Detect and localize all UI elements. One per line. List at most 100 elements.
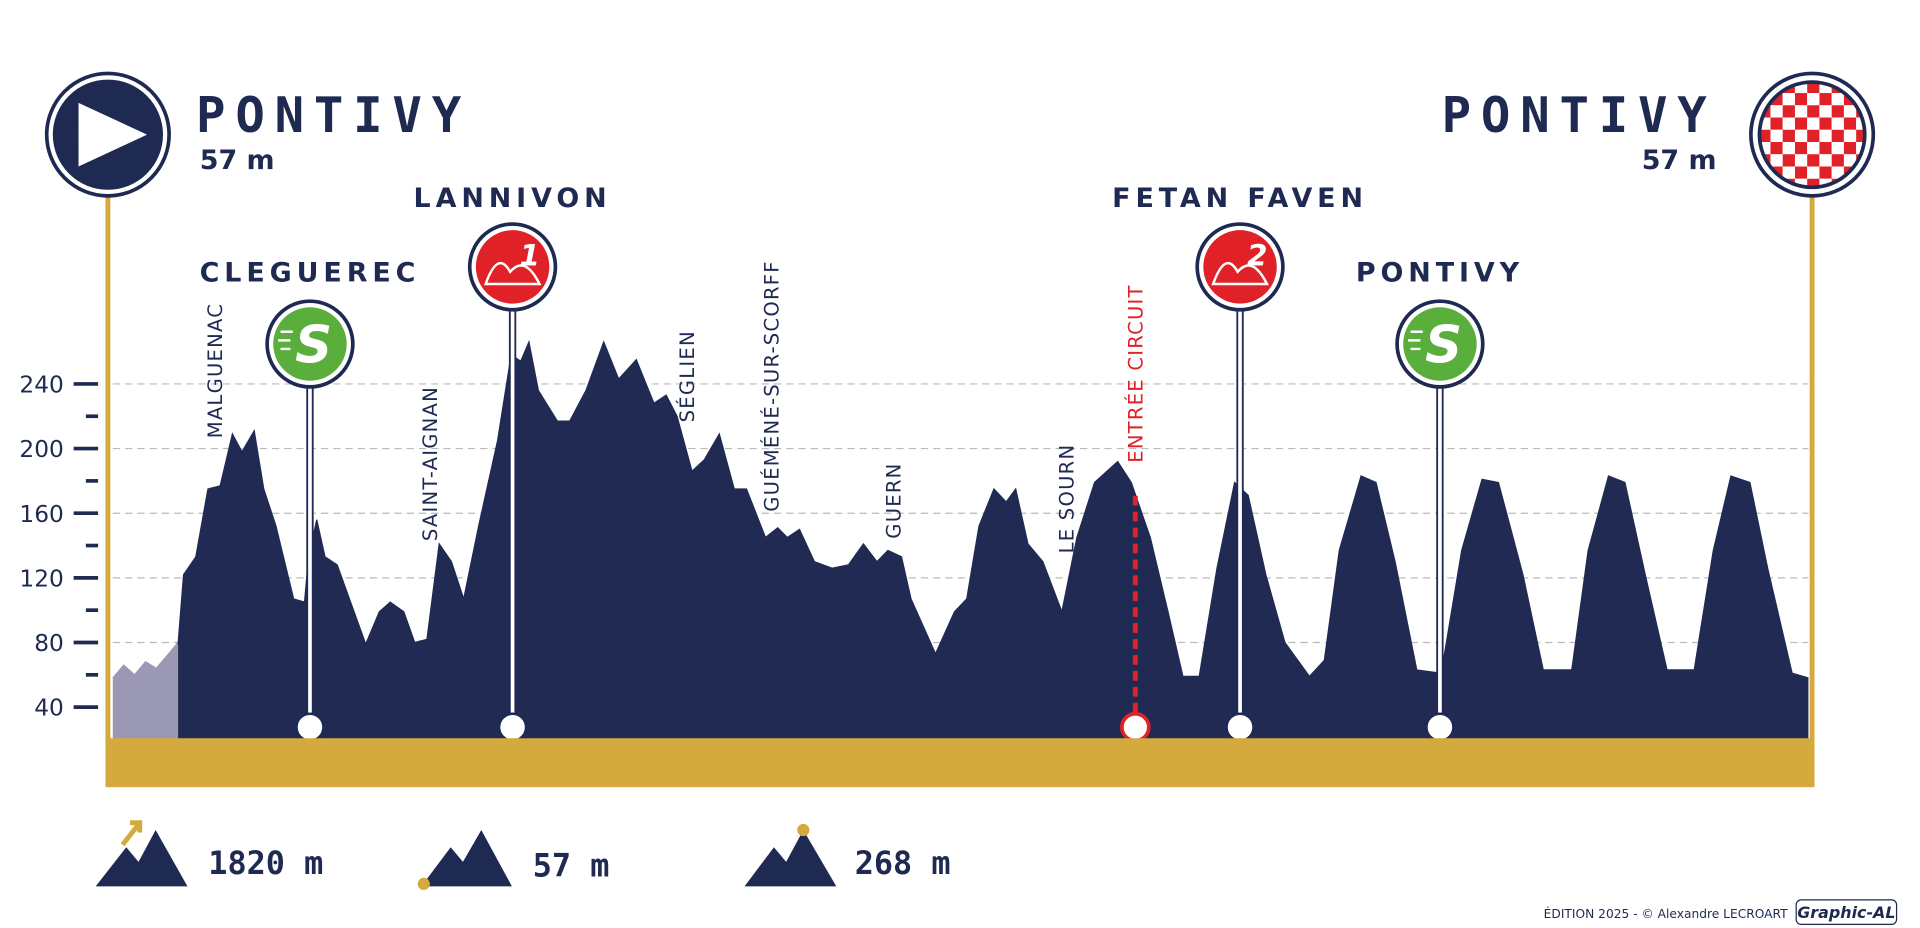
flag-square [1819,129,1832,143]
flag-square [1794,178,1808,187]
min-altitude: 57 m [533,847,610,885]
flag-square [1856,129,1864,143]
flag-square [1807,142,1820,155]
flag-square [1782,93,1795,106]
marker-head [1203,230,1277,304]
y-tick-label: 240 [19,372,63,399]
min-icon [421,830,512,887]
start-arrow [78,102,148,167]
flag-square [1856,178,1864,187]
marker-label: S [295,315,332,375]
flag-square [1782,105,1795,118]
flag-square [1831,93,1844,106]
marker-point [1225,712,1255,742]
flag-square [1843,142,1857,155]
flag-square [1843,154,1857,167]
place-label: LE SOURN [1055,444,1078,554]
flag-square [1831,166,1844,179]
circuit-label: ENTRÉE CIRCUIT [1125,284,1148,462]
y-tick-label: 80 [34,630,64,657]
kom-mountain [1211,261,1269,286]
flag-square [1794,154,1808,167]
flag-square [1856,83,1864,94]
flag-square [1794,83,1808,94]
flag-square [1819,93,1832,106]
elevation-profile [177,339,1809,679]
flag-square [1831,105,1844,118]
marker-label: 1 [519,239,539,273]
flag-square [1807,93,1820,106]
y-tick-label: 120 [19,565,63,592]
flag-square [1807,117,1820,130]
place-label: MALGUENAC [204,303,227,438]
flag-square [1819,117,1832,130]
start-altitude: 57 m [200,145,275,176]
flag-square [1807,178,1820,187]
marker-name: PONTIVY [1356,258,1524,289]
flag-square [1794,129,1808,143]
elevation-profile-fill [178,341,1809,740]
flag-square [1770,129,1783,143]
flag-square [1843,117,1857,130]
flag-square [1794,117,1808,130]
kom-mountain [483,261,542,286]
start-name: PONTIVY [196,87,471,144]
place-label: SAINT-AIGNAN [419,386,442,541]
total-climb: 1820 m [208,844,323,882]
flag-square [1807,166,1820,179]
marker-name: LANNIVON [414,183,612,214]
marker-point [497,712,528,742]
y-tick-label: 40 [34,695,64,722]
flag-square [1843,105,1857,118]
finish-name: PONTIVY [1442,87,1717,144]
flag-square [1770,105,1783,118]
place-label: GUÉMÉNÉ-SUR-SCORFF [760,260,783,512]
marker-point [295,712,325,742]
flag-square [1794,93,1808,106]
flag-square [1782,166,1795,179]
flag-square [1819,83,1832,94]
flag-square [1760,178,1771,187]
flag-square [1831,117,1844,130]
place-label: SÉGLIEN [676,330,699,422]
flag-square [1760,142,1771,155]
flag-square [1819,166,1832,179]
y-tick-label: 200 [19,436,63,463]
flag-square [1794,142,1808,155]
climb-icon [95,830,188,887]
flag-square [1782,117,1795,130]
flag-square [1807,129,1820,143]
flag-square [1770,117,1783,130]
flag-square [1819,178,1832,187]
flag-square [1831,129,1844,143]
max-dot [797,823,810,837]
plot: 4080120160200240010203040506070809010011… [19,183,1845,782]
finish-altitude: 57 m [1642,145,1717,176]
speed-lines [1408,330,1423,351]
brand: Graphic-AL [1797,903,1895,922]
flag-square [1807,154,1820,167]
min-dot [417,877,430,891]
neutral-profile [112,642,179,679]
marker-name: CLEGUEREC [200,258,421,289]
distance-band [105,738,1815,788]
flag-square [1819,142,1832,155]
flag-square [1819,105,1832,118]
flag-square [1770,142,1783,155]
flag-square [1782,129,1795,143]
flag-square [1831,142,1844,155]
marker-label: 2 [1247,239,1267,273]
y-tick-label: 160 [19,501,63,528]
max-altitude: 268 m [855,844,951,882]
marker-head [273,307,347,381]
flag-square [1782,154,1795,167]
flag-square [1760,129,1771,143]
place-label: GUERN [883,462,906,538]
flag-square [1794,166,1808,179]
flag-square [1770,154,1783,167]
flag-square [1856,117,1864,130]
neutral-profile-fill [112,642,179,740]
flag-square [1807,83,1820,94]
flag-square [1819,154,1832,167]
